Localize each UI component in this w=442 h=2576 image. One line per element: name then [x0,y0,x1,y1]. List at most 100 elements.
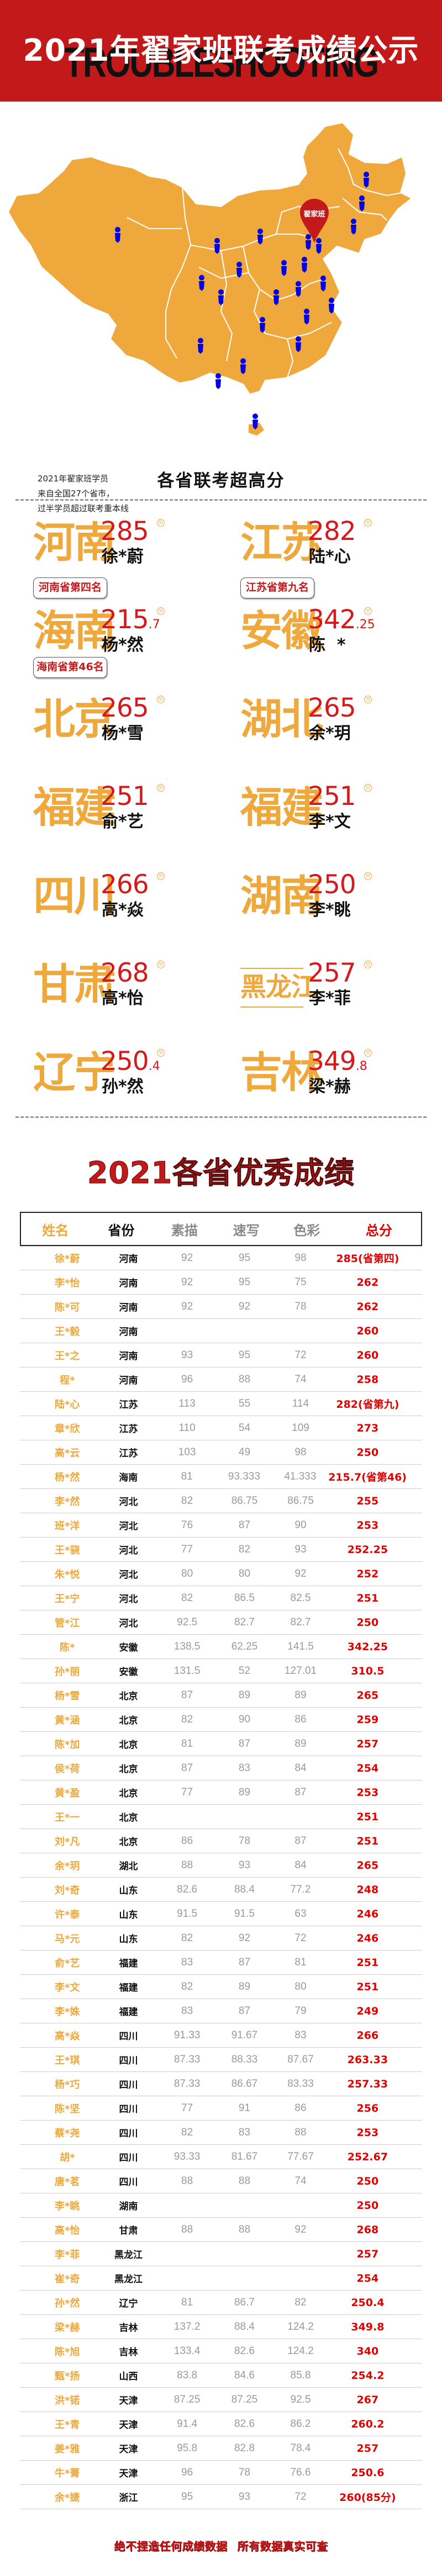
cell-quick-sketch: 90 [238,1713,251,1725]
cell-name: 王*琪 [54,2054,80,2066]
column-header-quick-sketch: 速写 [233,1222,260,1238]
cell-color: 86 [294,2102,307,2114]
map-caption-line: 2021年翟家班学员 [38,474,109,484]
card-province: 湖南 [240,871,323,920]
header-banner: TROUBLESHOOTING 2021年翟家班联考成绩公示 [0,0,442,102]
cell-name: 王*宁 [54,1593,80,1605]
cell-province: 北京 [119,1764,138,1775]
cell-name: 孙*然 [54,2297,80,2309]
table-row: 梁*赫 吉林 137.2 88.4 124.2 349.8 [20,2315,422,2339]
cell-total: 282(省第九) [336,1398,399,1411]
cell-quick-sketch: 81.67 [231,2150,258,2162]
cell-total: 340 [356,2345,379,2357]
cell-total: 342.25 [347,1640,388,1653]
score-card: 福建 251 分 李*文 [240,783,417,866]
table-row: 侯*荷 北京 87 83 84 254 [20,1756,422,1780]
cell-total: 250.4 [351,2296,385,2309]
cell-name: 俞*艺 [54,1957,80,1969]
score-card: 辽宁 250.4 分 孙*然 [33,1048,210,1131]
cell-name: 陈*加 [54,1738,80,1751]
cell-total: 265 [356,1859,379,1872]
cell-province: 河南 [119,1278,138,1289]
china-map-graphic: 翟家班 [7,121,413,436]
cell-total: 260.2 [351,2418,385,2430]
cell-name: 王*骁 [54,1544,80,1556]
cell-quick-sketch: 78 [238,2466,251,2478]
cell-name: 胡* [59,2151,75,2164]
cell-sketch: 87.33 [173,2077,201,2090]
cell-sketch: 82 [181,2126,193,2138]
cell-province: 江苏 [119,1448,138,1459]
card-province: 四川 [33,871,116,920]
cell-quick-sketch: 82.8 [234,2442,255,2454]
cell-name: 刘*奇 [54,1884,80,1896]
cell-total: 268 [356,2223,379,2236]
card-province: 海南 [33,606,116,655]
cell-quick-sketch: 87.25 [231,2393,258,2405]
score-card: 吉林 349.8 分 梁*赫 [240,1048,417,1131]
table-row: 王*琪 四川 87.33 88.33 87.67 263.33 [20,2048,422,2072]
table-row: 余*婕 浙江 95 93 72 260(85分) [20,2485,422,2509]
card-score: 250 [308,870,356,900]
cell-province: 河南 [119,1327,138,1338]
table-row: 陈*旭 吉林 133.4 82.6 124.2 340 [20,2339,422,2363]
column-header-sketch: 素描 [171,1222,198,1238]
cell-quick-sketch: 84.6 [234,2369,255,2381]
rank-badge: 河南省第四名 [33,577,107,598]
column-header-province: 省份 [108,1222,135,1238]
unit-badge: 分 [364,872,372,880]
cell-name: 班*洋 [54,1520,80,1532]
cell-color: 83 [294,2029,307,2041]
cell-quick-sketch: 88 [238,2223,251,2235]
cell-total: 267 [356,2393,379,2406]
cell-sketch: 82 [181,1592,193,1604]
card-score: 265 [308,693,356,723]
cell-sketch: 81 [181,1737,193,1750]
cell-color: 87 [294,1786,307,1798]
cell-sketch: 88 [181,1859,193,1871]
table-row: 王*青 天津 91.4 82.6 86.2 260.2 [20,2412,422,2436]
cell-color: 92 [294,1567,307,1579]
cell-sketch: 77 [181,2102,193,2114]
cell-sketch: 95.8 [177,2442,198,2454]
table-row: 陈*加 北京 81 87 89 257 [20,1732,422,1756]
cell-total: 246 [356,1907,379,1920]
cell-province: 四川 [119,2177,138,2188]
cell-sketch: 96 [181,1373,193,1385]
cell-total: 259 [356,1713,379,1726]
card-province: 福建 [240,783,323,832]
dashed-divider [15,1116,427,1118]
table-row: 孙*然 辽宁 81 86.7 82 250.4 [20,2291,422,2315]
cell-name: 牛*菁 [54,2467,80,2479]
cell-total: 250 [356,1446,379,1459]
cell-quick-sketch: 95 [238,1276,251,1288]
cell-total: 250.6 [351,2466,385,2479]
table-row: 高*怡 甘肃 88 88 92 268 [20,2218,422,2242]
cell-total: 253 [356,2126,379,2139]
cell-color: 81 [294,1956,307,1968]
cell-name: 洪*锘 [54,2394,80,2407]
cell-province: 江苏 [119,1400,138,1411]
cell-sketch: 92 [181,1252,193,1264]
table-row: 杨*巧 四川 87.33 86.67 83.33 257.33 [20,2072,422,2096]
card-province: 甘肃 [33,960,116,1009]
cell-name: 章*欣 [54,1423,80,1435]
cell-color: 124.2 [287,2345,314,2357]
cell-color: 86 [294,1713,307,1725]
cell-province: 河北 [119,1594,138,1605]
cell-quick-sketch: 86.67 [231,2077,258,2090]
card-province: 湖北 [240,695,323,744]
cell-total: 251 [356,1810,379,1823]
cell-name: 王*青 [54,2419,80,2431]
card-province: 安徽 [240,606,323,655]
table-row: 高*焱 四川 91.33 91.67 83 266 [20,2023,422,2048]
cell-total: 253 [356,1786,379,1799]
cell-name: 杨*巧 [54,2079,80,2091]
cell-name: 蔡*尧 [54,2127,80,2139]
cell-total: 255 [356,1494,379,1507]
cell-sketch: 92.5 [177,1616,198,1628]
cell-province: 黑龙江 [114,2250,143,2261]
cell-province: 四川 [119,2104,138,2115]
cell-province: 浙江 [119,2493,138,2504]
cell-name: 管*江 [54,1617,80,1629]
